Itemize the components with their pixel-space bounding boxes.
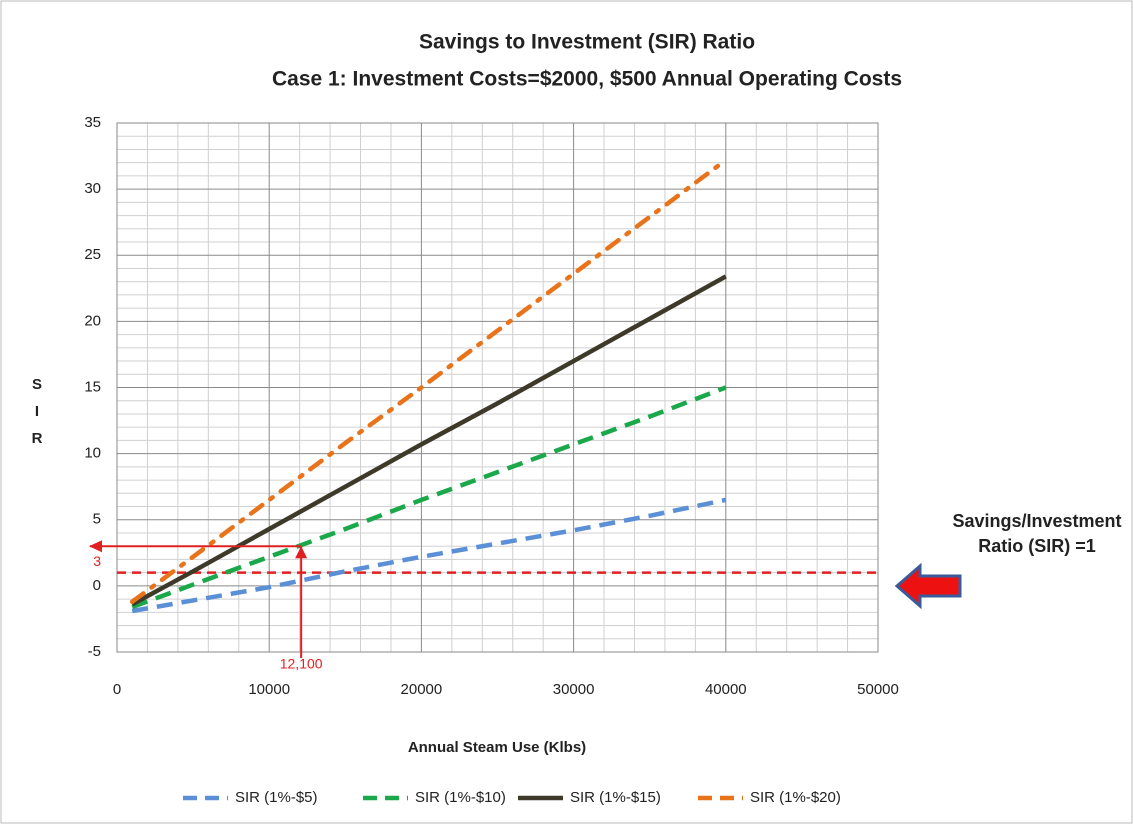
y-tick-label: 0: [93, 577, 101, 594]
y-tick-label: 15: [84, 378, 101, 395]
x-tick-label: 30000: [553, 681, 595, 698]
x-tick-label: 20000: [401, 681, 443, 698]
plot-border: [116, 122, 879, 653]
annotation-label: 12,100: [280, 656, 323, 672]
y-tick-label: 20: [84, 312, 101, 329]
chart-title: Savings to Investment (SIR) Ratio: [419, 31, 755, 54]
x-tick-label: 40000: [705, 681, 747, 698]
annotation-label: 3: [93, 553, 101, 569]
y-tick-label: 5: [93, 511, 101, 528]
series-line: [131, 274, 727, 607]
reference-label: Ratio (SIR) =1: [978, 536, 1096, 556]
x-axis-label: Annual Steam Use (Klbs): [408, 739, 586, 756]
x-tick-label: 0: [113, 681, 121, 698]
series-line: [131, 497, 727, 614]
arrow-head: [295, 546, 308, 559]
x-tick-label: 50000: [857, 681, 899, 698]
reference-label: Savings/Investment: [952, 511, 1121, 531]
reference-arrow: [894, 562, 962, 610]
legend-label: SIR (1%-$10): [415, 789, 506, 806]
arrow-head: [89, 540, 102, 553]
legend-label: SIR (1%-$20): [750, 789, 841, 806]
series-line: [129, 157, 729, 604]
legend-label: SIR (1%-$15): [570, 789, 661, 806]
chart-subtitle: Case 1: Investment Costs=$2000, $500 Ann…: [272, 68, 902, 91]
legend-label: SIR (1%-$5): [235, 789, 318, 806]
x-tick-label: 10000: [248, 681, 290, 698]
y-tick-label: 35: [84, 114, 101, 131]
y-tick-label: 10: [84, 445, 101, 462]
y-tick-label: -5: [88, 643, 101, 660]
y-tick-label: 25: [84, 246, 101, 263]
series-line: [131, 385, 727, 610]
y-tick-label: 30: [84, 180, 101, 197]
